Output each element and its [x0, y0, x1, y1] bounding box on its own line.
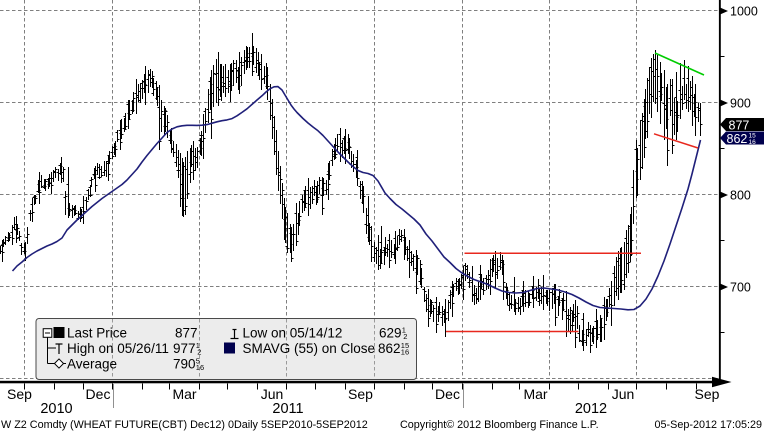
svg-text:862: 862 — [378, 341, 401, 356]
svg-text:2010: 2010 — [40, 401, 72, 417]
svg-text:700: 700 — [730, 281, 751, 295]
svg-text:Sep: Sep — [348, 386, 373, 402]
svg-text:877: 877 — [729, 118, 750, 132]
svg-text:16: 16 — [749, 139, 757, 146]
svg-text:2: 2 — [197, 348, 201, 357]
svg-text:2: 2 — [403, 332, 407, 341]
svg-text:15: 15 — [749, 133, 757, 140]
svg-text:900: 900 — [730, 97, 751, 111]
svg-text:Sep: Sep — [695, 386, 720, 402]
svg-text:SMAVG (55) on Close: SMAVG (55) on Close — [243, 341, 376, 356]
svg-text:High on 05/26/11: High on 05/26/11 — [67, 341, 169, 356]
svg-text:Last Price: Last Price — [67, 325, 127, 340]
svg-text:16: 16 — [401, 348, 409, 357]
svg-text:1: 1 — [196, 341, 200, 350]
svg-text:Sep: Sep — [7, 386, 32, 402]
svg-text:16: 16 — [196, 363, 204, 372]
svg-text:977: 977 — [173, 341, 196, 356]
svg-text:W Z2 Comdty (WHEAT FUTURE(CBT): W Z2 Comdty (WHEAT FUTURE(CBT) Dec12) 0D… — [1, 419, 368, 431]
svg-text:05-Sep-2012 17:05:29: 05-Sep-2012 17:05:29 — [655, 419, 762, 431]
svg-text:5: 5 — [196, 357, 200, 366]
svg-text:800: 800 — [730, 189, 751, 203]
svg-text:790: 790 — [173, 356, 196, 371]
svg-text:Dec: Dec — [435, 386, 460, 402]
svg-text:Jun: Jun — [261, 386, 284, 402]
svg-text:629: 629 — [379, 325, 402, 340]
svg-text:877: 877 — [175, 325, 198, 340]
svg-text:Jun: Jun — [612, 386, 635, 402]
svg-text:2012: 2012 — [575, 401, 607, 417]
svg-text:Low on 05/14/12: Low on 05/14/12 — [243, 325, 343, 340]
svg-text:15: 15 — [401, 341, 409, 350]
svg-text:Dec: Dec — [86, 386, 111, 402]
svg-text:Mar: Mar — [172, 386, 196, 402]
svg-text:2011: 2011 — [272, 401, 303, 417]
svg-text:Copyright© 2012 Bloomberg Fina: Copyright© 2012 Bloomberg Finance L.P. — [400, 419, 599, 431]
svg-text:1000: 1000 — [730, 5, 758, 19]
svg-text:862: 862 — [727, 132, 748, 146]
svg-text:Average: Average — [67, 356, 117, 371]
svg-text:Mar: Mar — [523, 386, 547, 402]
svg-text:1: 1 — [402, 326, 406, 335]
